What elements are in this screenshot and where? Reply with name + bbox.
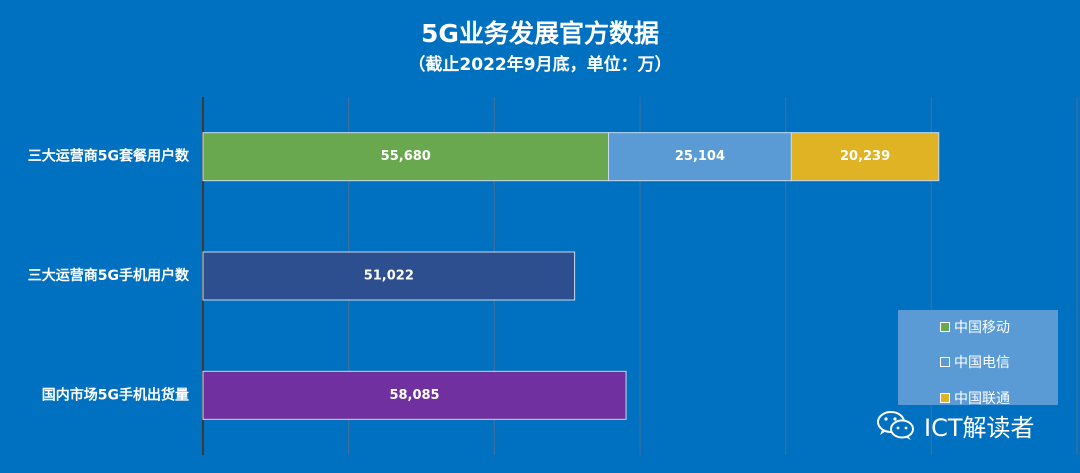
bar-value-label: 25,104: [675, 149, 725, 164]
bar-value-label: 58,085: [389, 388, 439, 403]
legend-label-china-unicom: 中国联通: [954, 391, 1010, 407]
chart-title: 5G业务发展官方数据: [421, 19, 659, 48]
bar-value-label: 20,239: [840, 149, 890, 164]
bar-value-label: 51,022: [364, 269, 414, 284]
legend-item-china-unicom: 中国联通: [940, 388, 1010, 408]
bar: [202, 132, 610, 182]
wechat-icon: [877, 411, 914, 440]
watermark: ICT解读者: [876, 405, 1035, 445]
bar: [790, 132, 940, 182]
category-label: 国内市场5G手机出货量: [42, 386, 189, 403]
legend-item-china-mobile: 中国移动: [940, 317, 1010, 337]
legend-swatch-china-mobile: [940, 322, 950, 332]
bar: [608, 132, 792, 182]
bar: [202, 251, 576, 301]
chart-subtitle: （截止2022年9月底，单位：万）: [408, 55, 672, 75]
legend-swatch-china-telecom: [940, 357, 950, 367]
category-label: 三大运营商5G套餐用户数: [28, 148, 190, 165]
legend-label-china-telecom: 中国电信: [954, 355, 1010, 371]
legend-label-china-mobile: 中国移动: [954, 320, 1010, 336]
category-label: 三大运营商5G手机用户数: [28, 267, 190, 284]
bar: [202, 370, 627, 420]
legend: 中国移动 中国电信 中国联通: [898, 310, 1058, 408]
legend-item-china-telecom: 中国电信: [940, 352, 1010, 372]
watermark-text: ICT解读者: [924, 413, 1035, 442]
bar-value-label: 55,680: [381, 149, 431, 164]
legend-swatch-china-unicom: [940, 393, 950, 403]
